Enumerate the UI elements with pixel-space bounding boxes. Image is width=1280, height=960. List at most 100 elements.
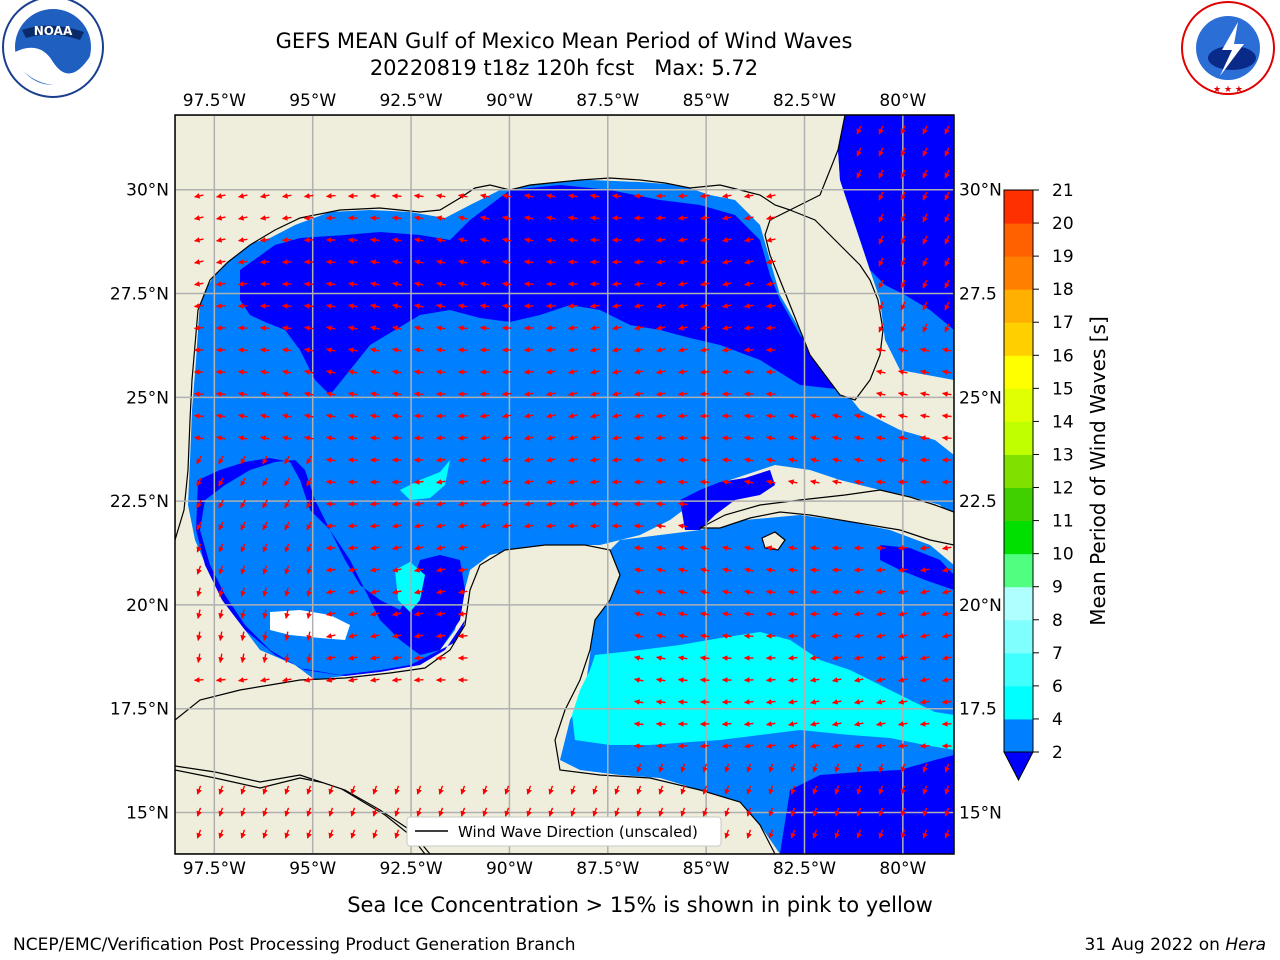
wave-direction-arrow <box>766 545 776 551</box>
wave-direction-arrow <box>680 785 686 795</box>
wave-direction-arrow <box>347 457 358 463</box>
wave-direction-arrow <box>942 369 952 375</box>
wave-direction-arrow <box>369 413 380 419</box>
wave-direction-arrow <box>325 457 336 463</box>
wave-direction-arrow <box>922 301 928 311</box>
colorbar-tick-label: 19 <box>1052 247 1074 267</box>
wave-direction-arrow <box>878 257 884 267</box>
wave-direction-arrow <box>460 807 466 817</box>
x-tick-label-top: 85°W <box>683 91 730 111</box>
wave-direction-arrow <box>284 499 290 509</box>
wave-direction-arrow <box>218 631 224 641</box>
wave-direction-arrow <box>284 609 290 619</box>
wave-direction-arrow <box>787 589 798 595</box>
wave-direction-arrow <box>832 655 842 661</box>
wave-direction-arrow <box>765 325 776 331</box>
wave-direction-arrow <box>766 457 776 463</box>
wave-direction-arrow <box>458 259 468 265</box>
wave-direction-arrow <box>369 215 380 221</box>
wave-direction-arrow <box>810 479 820 485</box>
wave-direction-arrow <box>722 545 732 551</box>
wave-direction-arrow <box>348 325 358 331</box>
wave-direction-arrow <box>218 785 224 795</box>
wave-direction-arrow <box>435 655 446 661</box>
wave-direction-arrow <box>656 259 666 265</box>
wave-direction-arrow <box>325 281 336 287</box>
wave-direction-arrow <box>392 325 402 331</box>
wave-direction-arrow <box>878 301 884 311</box>
wave-direction-arrow <box>922 785 928 795</box>
wave-direction-arrow <box>898 633 908 639</box>
wave-direction-arrow <box>875 479 886 485</box>
wave-direction-arrow <box>678 633 688 639</box>
machine-name: Hera <box>1225 935 1266 955</box>
colorbar-segment <box>1004 223 1033 257</box>
wave-direction-arrow <box>634 369 644 375</box>
wave-direction-arrow <box>350 785 356 795</box>
wave-direction-arrow <box>810 677 820 683</box>
wave-direction-arrow <box>568 193 578 199</box>
wind-wave-arrows <box>193 125 952 839</box>
wave-direction-arrow <box>238 215 248 221</box>
wave-direction-arrow <box>612 413 622 419</box>
wave-direction-arrow <box>897 743 908 749</box>
wave-direction-arrow <box>215 369 226 375</box>
wave-direction-arrow <box>326 369 336 375</box>
wave-direction-arrow <box>436 611 446 617</box>
wave-direction-arrow <box>479 391 490 397</box>
wave-direction-arrow <box>919 457 930 463</box>
wave-direction-arrow <box>699 655 710 661</box>
wave-direction-arrow <box>238 413 248 419</box>
wave-direction-arrow <box>700 215 710 221</box>
wave-direction-arrow <box>262 543 268 553</box>
wave-direction-arrow <box>394 785 400 795</box>
wave-direction-arrow <box>372 807 378 817</box>
wave-direction-arrow <box>570 807 576 817</box>
wave-direction-arrow <box>548 785 554 795</box>
wave-direction-arrow <box>348 567 358 573</box>
wave-direction-arrow <box>900 763 906 773</box>
wave-direction-arrow <box>722 611 732 617</box>
wave-direction-arrow <box>678 567 688 573</box>
colorbar-segment <box>1004 685 1033 720</box>
wave-direction-arrow <box>878 235 884 245</box>
wave-direction-arrow <box>262 455 268 465</box>
colorbar-tick-label: 9 <box>1052 578 1063 598</box>
wave-direction-arrow <box>259 237 270 243</box>
wave-direction-arrow <box>284 653 290 663</box>
wave-direction-arrow <box>348 281 358 287</box>
wave-direction-arrow <box>922 125 928 135</box>
wave-direction-arrow <box>501 281 512 287</box>
x-tick-label-bottom: 82.5°W <box>773 859 836 879</box>
wave-direction-arrow <box>392 589 402 595</box>
wave-direction-arrow <box>457 325 468 331</box>
wave-direction-arrow <box>744 589 754 595</box>
wave-direction-arrow <box>284 543 290 553</box>
wave-direction-arrow <box>216 193 226 199</box>
wave-direction-arrow <box>633 545 644 551</box>
wave-direction-arrow <box>502 479 512 485</box>
central-cyan <box>400 460 450 500</box>
wave-direction-arrow <box>634 567 644 573</box>
wave-direction-arrow <box>238 435 248 441</box>
wave-direction-arrow <box>306 521 312 531</box>
wave-direction-arrow <box>524 193 534 199</box>
colorbar-segment <box>1004 190 1033 224</box>
wave-direction-arrow <box>678 523 688 529</box>
wave-direction-arrow <box>700 303 710 309</box>
wave-direction-arrow <box>196 609 202 619</box>
wave-direction-arrow <box>922 829 928 839</box>
wave-direction-arrow <box>524 435 534 441</box>
wave-direction-arrow <box>458 523 468 529</box>
wave-direction-arrow <box>348 633 358 639</box>
wave-direction-arrow <box>636 807 642 817</box>
wave-direction-arrow <box>611 479 622 485</box>
wave-direction-arrow <box>416 807 422 817</box>
wave-direction-arrow <box>325 193 336 199</box>
colorbar-tick-label: 21 <box>1052 181 1074 201</box>
wave-direction-arrow <box>215 391 226 397</box>
wave-direction-arrow <box>196 543 202 553</box>
wave-direction-arrow <box>722 237 732 243</box>
wave-direction-arrow <box>898 369 908 375</box>
wave-direction-arrow <box>545 347 556 353</box>
